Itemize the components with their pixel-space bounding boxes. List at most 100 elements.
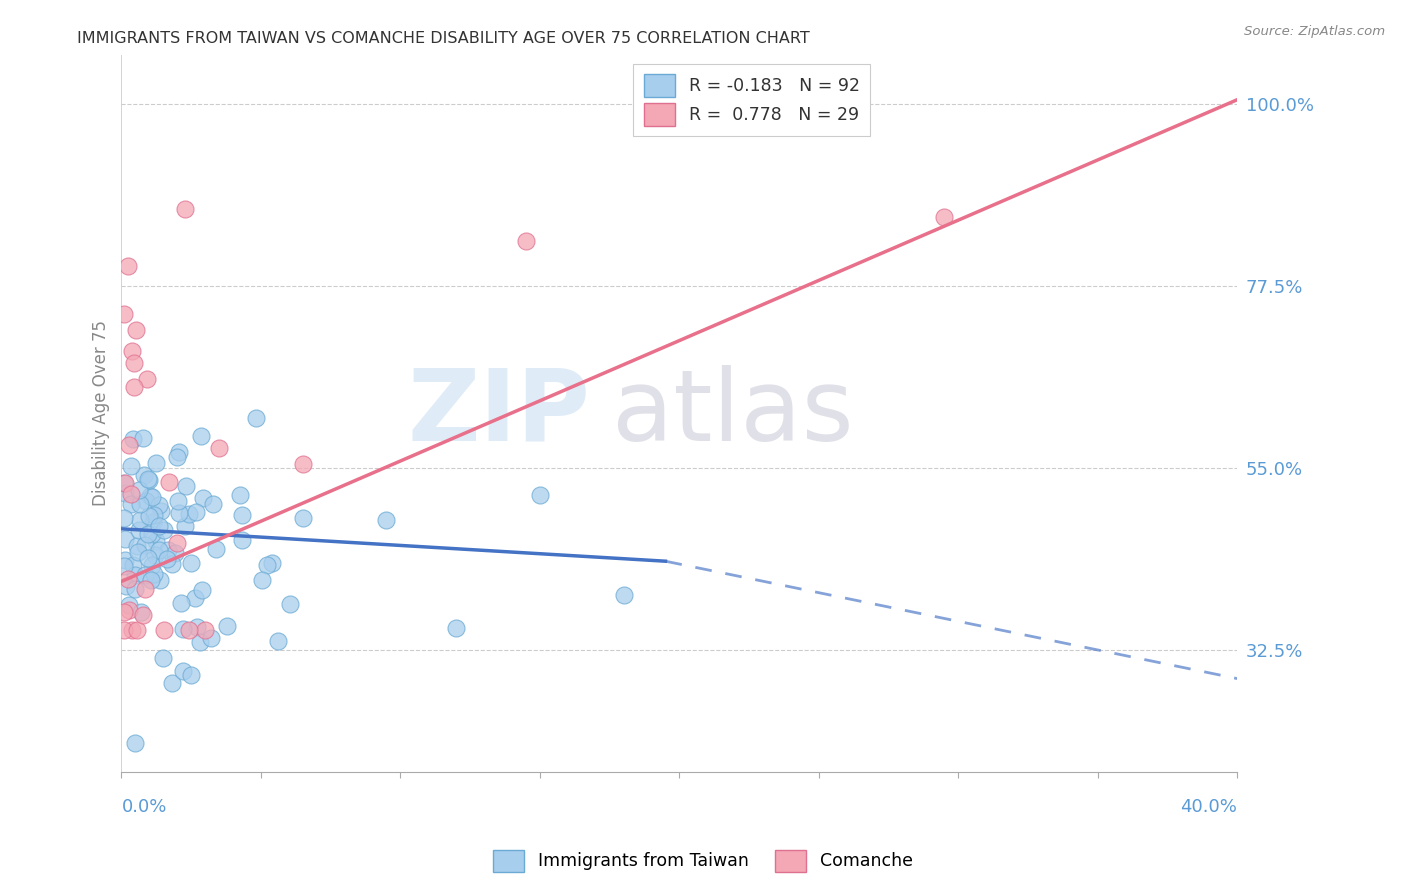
Point — [127, 545, 149, 559]
Point — [120, 458, 142, 473]
Point — [138, 472, 160, 486]
Point — [148, 519, 170, 533]
Text: Source: ZipAtlas.com: Source: ZipAtlas.com — [1244, 25, 1385, 38]
Point — [148, 499, 170, 513]
Point — [142, 516, 165, 530]
Point — [114, 553, 136, 567]
Point — [112, 605, 135, 619]
Point — [174, 478, 197, 492]
Point — [141, 526, 163, 541]
Point — [117, 572, 139, 586]
Point — [141, 490, 163, 504]
Point — [120, 487, 142, 501]
Point — [174, 518, 197, 533]
Point — [142, 567, 165, 582]
Point — [122, 432, 145, 446]
Point — [117, 598, 139, 612]
Point — [217, 619, 239, 633]
Point — [231, 533, 253, 547]
Point — [291, 510, 314, 524]
Point — [122, 356, 145, 370]
Point — [179, 507, 201, 521]
Point — [141, 558, 163, 572]
Point — [118, 603, 141, 617]
Point — [149, 573, 172, 587]
Point — [124, 736, 146, 750]
Point — [121, 623, 143, 637]
Point — [129, 513, 152, 527]
Point — [124, 582, 146, 596]
Point — [134, 538, 156, 552]
Point — [156, 542, 179, 557]
Point — [207, 441, 229, 455]
Point — [135, 372, 157, 386]
Point — [114, 475, 136, 490]
Point — [143, 548, 166, 562]
Point — [205, 541, 228, 556]
Point — [231, 508, 253, 523]
Point — [134, 582, 156, 596]
Point — [201, 498, 224, 512]
Point — [160, 675, 183, 690]
Point — [267, 633, 290, 648]
Point — [121, 343, 143, 358]
Text: IMMIGRANTS FROM TAIWAN VS COMANCHE DISABILITY AGE OVER 75 CORRELATION CHART: IMMIGRANTS FROM TAIWAN VS COMANCHE DISAB… — [77, 31, 810, 46]
Point — [114, 486, 136, 500]
Point — [135, 494, 157, 508]
Point — [167, 506, 190, 520]
Point — [125, 323, 148, 337]
Point — [112, 476, 135, 491]
Point — [529, 488, 551, 502]
Point — [112, 559, 135, 574]
Point — [173, 622, 195, 636]
Point — [124, 568, 146, 582]
Point — [173, 202, 195, 216]
Point — [139, 489, 162, 503]
Point — [128, 524, 150, 538]
Point — [155, 552, 177, 566]
Point — [120, 497, 142, 511]
Point — [128, 483, 150, 497]
Point — [291, 457, 314, 471]
Point — [167, 444, 190, 458]
Point — [143, 508, 166, 522]
Point — [112, 511, 135, 525]
Point — [150, 504, 173, 518]
Point — [180, 667, 202, 681]
Point — [190, 428, 212, 442]
Point — [260, 556, 283, 570]
Point — [250, 573, 273, 587]
Point — [193, 491, 215, 506]
Point — [160, 558, 183, 572]
Point — [186, 505, 208, 519]
Point — [256, 558, 278, 572]
Point — [184, 591, 207, 606]
Point — [186, 620, 208, 634]
Point — [118, 438, 141, 452]
Point — [122, 558, 145, 572]
Point — [613, 588, 636, 602]
Point — [165, 545, 187, 559]
Point — [152, 651, 174, 665]
Point — [129, 497, 152, 511]
Point — [153, 523, 176, 537]
Point — [188, 635, 211, 649]
Text: atlas: atlas — [613, 365, 853, 462]
Point — [170, 596, 193, 610]
Point — [180, 556, 202, 570]
Point — [157, 475, 180, 489]
Point — [934, 210, 956, 224]
Point — [278, 597, 301, 611]
Y-axis label: Disability Age Over 75: Disability Age Over 75 — [93, 320, 110, 507]
Text: 0.0%: 0.0% — [121, 797, 167, 815]
Point — [191, 582, 214, 597]
Point — [172, 664, 194, 678]
Point — [444, 621, 467, 635]
Point — [166, 450, 188, 464]
Point — [134, 467, 156, 482]
Point — [115, 579, 138, 593]
Point — [229, 488, 252, 502]
Point — [132, 608, 155, 623]
Point — [177, 623, 200, 637]
Point — [654, 117, 676, 131]
